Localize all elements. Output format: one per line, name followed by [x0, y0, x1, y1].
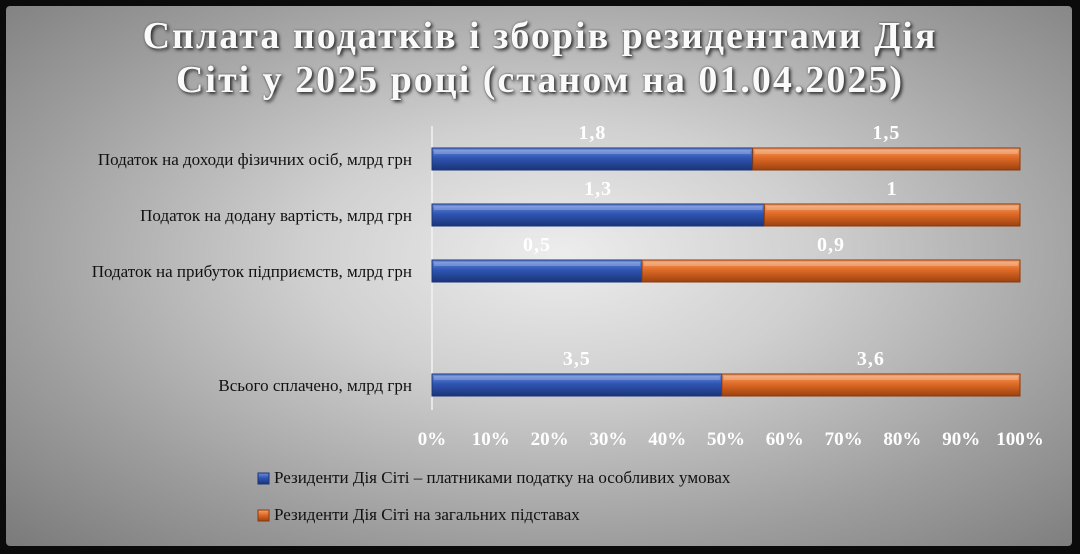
category-label: Податок на доходи фізичних осіб, млрд гр… [98, 150, 412, 169]
x-tick-label: 40% [648, 429, 686, 450]
data-label: 1,3 [584, 178, 612, 200]
bar-bevel [723, 376, 1018, 380]
bar-bevel [434, 150, 751, 154]
x-tick-label: 50% [707, 429, 745, 450]
x-tick-label: 100% [996, 429, 1044, 450]
x-tick-label: 30% [589, 429, 627, 450]
data-label: 0,9 [817, 234, 845, 256]
bar-segment [721, 373, 1021, 397]
x-tick-label: 10% [472, 429, 510, 450]
chart-title-line-2: Сіті у 2025 році (станом на 01.04.2025) [175, 59, 905, 101]
legend-label: Резиденти Дія Сіті – платниками податку … [274, 468, 731, 487]
x-tick-label: 60% [766, 429, 804, 450]
x-tick-label: 80% [883, 429, 921, 450]
data-label: 1 [887, 178, 898, 200]
data-label: 1,5 [872, 122, 900, 144]
bar-bevel [434, 206, 763, 210]
bar-bevel [434, 262, 640, 266]
bar-segment [763, 203, 1021, 227]
category-label: Податок на додану вартість, млрд грн [140, 206, 412, 225]
x-tick-label: 20% [531, 429, 569, 450]
x-tick-label: 0% [418, 429, 447, 450]
legend-label: Резиденти Дія Сіті на загальних підстава… [274, 505, 580, 524]
data-label: 0,5 [523, 234, 551, 256]
bar-segment [641, 259, 1021, 283]
bar-bevel [644, 262, 1018, 266]
category-label: Всього сплачено, млрд грн [218, 376, 412, 395]
bar-bevel [766, 206, 1018, 210]
x-tick-label: 90% [942, 429, 980, 450]
data-label: 3,5 [563, 348, 591, 370]
legend-swatch [257, 472, 270, 485]
data-label: 1,8 [578, 122, 606, 144]
chart-title: Сплата податків і зборів резидентами Дія… [0, 14, 1080, 102]
chart-title-line-1: Сплата податків і зборів резидентами Дія [142, 15, 938, 57]
legend-swatch [257, 509, 270, 522]
x-tick-label: 70% [825, 429, 863, 450]
bar-bevel [754, 150, 1018, 154]
bar-segment [752, 147, 1021, 171]
category-label: Податок на прибуток підприємств, млрд гр… [92, 262, 412, 281]
bar-bevel [434, 376, 720, 380]
data-label: 3,6 [857, 348, 885, 370]
